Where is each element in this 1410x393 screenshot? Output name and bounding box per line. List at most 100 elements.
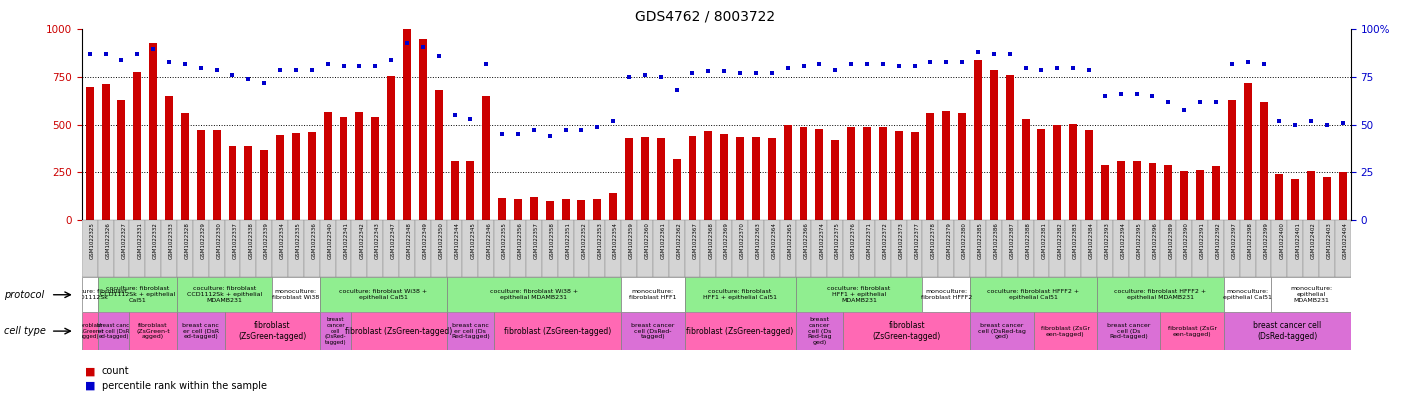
Bar <box>178 312 224 350</box>
Point <box>221 72 244 78</box>
Text: GSM1022341: GSM1022341 <box>344 222 348 259</box>
Bar <box>307 132 316 220</box>
Text: GSM1022384: GSM1022384 <box>1089 222 1094 259</box>
Text: protocol: protocol <box>4 290 45 300</box>
Bar <box>1038 129 1045 220</box>
Point <box>460 116 482 122</box>
Text: GSM1022368: GSM1022368 <box>708 222 713 259</box>
Text: GSM1022372: GSM1022372 <box>883 222 888 259</box>
Bar <box>276 135 283 220</box>
Text: GSM1022361: GSM1022361 <box>661 222 666 259</box>
Point <box>554 127 577 134</box>
Bar <box>1101 165 1108 220</box>
Bar <box>320 277 447 312</box>
Bar <box>117 100 125 220</box>
Bar <box>939 220 955 277</box>
Point <box>1110 91 1132 97</box>
Bar <box>1228 100 1235 220</box>
Point <box>1125 91 1148 97</box>
Text: breast cancer
cell (Ds
Red-tagged): breast cancer cell (Ds Red-tagged) <box>1107 323 1151 340</box>
Bar <box>657 138 664 220</box>
Bar <box>515 199 522 220</box>
Bar <box>768 138 776 220</box>
Point <box>713 68 736 75</box>
Point <box>475 61 498 67</box>
Text: GSM1022381: GSM1022381 <box>1042 222 1046 259</box>
Text: fibroblast (ZsGreen-tagged): fibroblast (ZsGreen-tagged) <box>345 327 453 336</box>
Text: monoculture:
fibroblast HFF1: monoculture: fibroblast HFF1 <box>629 289 677 300</box>
Text: monoculture: fibroblast
CCD1112Sk: monoculture: fibroblast CCD1112Sk <box>52 289 127 300</box>
Text: GSM1022343: GSM1022343 <box>375 222 381 259</box>
Bar <box>622 312 685 350</box>
Bar <box>705 131 712 220</box>
Text: breast cancer cell
(DsRed-tagged): breast cancer cell (DsRed-tagged) <box>1253 321 1321 341</box>
Bar <box>371 117 379 220</box>
Bar <box>367 220 384 277</box>
Text: coculture: fibroblast Wi38 +
epithelial Cal51: coculture: fibroblast Wi38 + epithelial … <box>340 289 427 300</box>
Point <box>570 127 592 134</box>
Text: GSM1022350: GSM1022350 <box>439 222 444 259</box>
Text: GSM1022391: GSM1022391 <box>1200 222 1206 259</box>
Point <box>983 51 1005 57</box>
Bar <box>1086 130 1093 220</box>
Text: GDS4762 / 8003722: GDS4762 / 8003722 <box>634 10 776 24</box>
Bar <box>130 220 145 277</box>
Bar <box>895 131 902 220</box>
Bar <box>447 312 495 350</box>
Text: coculture: fibroblast
CCD1112Sk + epithelial
MDAMB231: coculture: fibroblast CCD1112Sk + epithe… <box>188 286 262 303</box>
Text: GSM1022356: GSM1022356 <box>517 222 523 259</box>
Bar <box>1193 220 1208 277</box>
Bar <box>355 112 364 220</box>
Bar <box>340 117 347 220</box>
Bar <box>434 90 443 220</box>
Point <box>506 131 529 138</box>
Bar <box>336 220 351 277</box>
Bar <box>795 220 812 277</box>
Bar <box>795 312 843 350</box>
Text: GSM1022348: GSM1022348 <box>407 222 412 259</box>
Text: GSM1022399: GSM1022399 <box>1263 222 1269 259</box>
Text: GSM1022380: GSM1022380 <box>962 222 967 259</box>
Bar <box>224 220 241 277</box>
Bar <box>1208 220 1224 277</box>
Text: monoculture:
fibroblast Wi38: monoculture: fibroblast Wi38 <box>272 289 320 300</box>
Text: fibroblast
(ZsGreen-tagged): fibroblast (ZsGreen-tagged) <box>873 321 940 341</box>
Bar <box>922 277 970 312</box>
Bar <box>130 312 178 350</box>
Bar <box>161 220 178 277</box>
Bar <box>1244 83 1252 220</box>
Bar <box>1239 220 1256 277</box>
Bar <box>178 220 193 277</box>
Point <box>539 133 561 140</box>
Point <box>950 59 973 65</box>
Bar <box>240 220 257 277</box>
Text: GSM1022352: GSM1022352 <box>581 222 587 259</box>
Bar <box>1097 220 1112 277</box>
Text: fibroblast
(ZsGreen-t
agged): fibroblast (ZsGreen-t agged) <box>75 323 104 340</box>
Text: fibroblast (ZsGr
een-tagged): fibroblast (ZsGr een-tagged) <box>1167 326 1217 336</box>
Text: GSM1022349: GSM1022349 <box>423 222 427 259</box>
Point <box>1252 61 1275 67</box>
Bar <box>574 220 589 277</box>
Text: GSM1022375: GSM1022375 <box>835 222 840 259</box>
Point <box>1221 61 1244 67</box>
Bar <box>955 220 970 277</box>
Point <box>904 62 926 69</box>
Bar <box>1160 220 1176 277</box>
Bar <box>1292 179 1299 220</box>
Point <box>1046 64 1069 71</box>
Text: ■: ■ <box>85 366 94 376</box>
Text: GSM1022369: GSM1022369 <box>725 222 729 259</box>
Bar <box>1069 124 1077 220</box>
Text: GSM1022336: GSM1022336 <box>312 222 317 259</box>
Text: coculture: fibroblast
CCD1112Sk + epithelial
Cal51: coculture: fibroblast CCD1112Sk + epithe… <box>100 286 175 303</box>
Text: fibroblast (ZsGr
een-tagged): fibroblast (ZsGr een-tagged) <box>1041 326 1090 336</box>
Point <box>602 118 625 124</box>
Text: GSM1022339: GSM1022339 <box>264 222 269 259</box>
Bar <box>847 127 854 220</box>
Bar <box>1053 125 1062 220</box>
Text: GSM1022402: GSM1022402 <box>1311 222 1316 259</box>
Text: GSM1022393: GSM1022393 <box>1105 222 1110 259</box>
Bar <box>403 29 410 220</box>
Bar <box>701 220 716 277</box>
